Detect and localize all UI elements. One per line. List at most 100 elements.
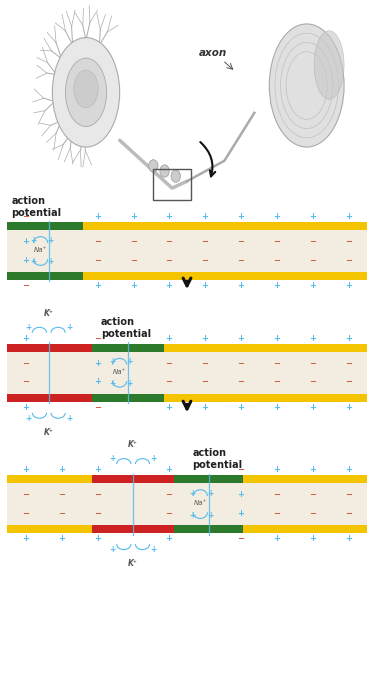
Text: +: + [58,534,65,543]
Text: +: + [22,403,29,412]
Text: +: + [237,212,244,221]
Text: −: − [273,490,280,499]
Bar [174,475,243,483]
Text: −: − [94,334,101,343]
Text: −: − [202,256,208,265]
Bar [7,231,367,272]
Text: +: + [309,403,316,412]
Text: +: + [345,465,352,474]
Text: +: + [207,510,214,520]
Text: −: − [22,509,29,518]
Text: −: − [130,237,137,246]
Bar [243,475,367,483]
Text: −: − [309,237,316,246]
Text: K⁺: K⁺ [128,440,138,449]
Text: +: + [202,281,208,290]
Text: +: + [166,212,172,221]
Text: −: − [309,378,316,386]
Text: +: + [109,357,115,367]
Text: +: + [66,323,73,332]
Text: −: − [237,465,244,474]
Text: +: + [309,534,316,543]
Text: −: − [273,359,280,368]
Text: −: − [166,509,172,518]
Text: +: + [22,334,29,343]
Ellipse shape [269,24,344,147]
Text: +: + [273,465,280,474]
Text: −: − [345,237,352,246]
Text: −: − [237,534,244,543]
Text: K⁺: K⁺ [128,560,138,568]
Text: +: + [237,334,244,343]
Text: +: + [237,509,244,518]
Text: −: − [166,490,172,499]
Ellipse shape [160,165,169,177]
Text: +: + [345,281,352,290]
Text: −: − [237,378,244,386]
Text: +: + [126,357,133,367]
Bar [92,343,164,352]
Ellipse shape [74,70,98,107]
Text: −: − [273,509,280,518]
Text: Na⁺: Na⁺ [113,369,126,375]
Bar [83,222,367,230]
Text: +: + [273,281,280,290]
Bar [83,272,367,280]
Text: +: + [126,379,133,389]
Text: +: + [166,334,172,343]
Text: +: + [202,334,208,343]
Text: −: − [94,237,101,246]
Text: −: − [202,359,208,368]
Text: +: + [345,534,352,543]
Ellipse shape [148,160,158,172]
Text: +: + [151,545,157,554]
Text: +: + [66,414,73,423]
Text: −: − [22,490,29,499]
Text: +: + [130,281,137,290]
Text: +: + [166,465,172,474]
Text: +: + [47,235,54,245]
Bar [153,169,191,200]
Text: +: + [202,212,208,221]
Text: action
potential: action potential [11,196,61,218]
Bar [164,343,367,352]
Text: −: − [94,403,101,412]
Text: +: + [309,212,316,221]
Text: +: + [94,281,101,290]
Text: +: + [25,414,31,423]
Text: +: + [345,334,352,343]
Text: +: + [22,465,29,474]
Bar [7,222,83,230]
Text: +: + [151,454,157,463]
Text: K⁺: K⁺ [44,308,54,317]
Text: +: + [166,281,172,290]
Bar [92,525,174,534]
Text: −: − [94,490,101,499]
Text: +: + [30,257,36,267]
Bar [7,343,92,352]
Text: −: − [58,490,65,499]
Text: +: + [94,378,101,386]
Text: −: − [273,237,280,246]
Bar [7,483,367,525]
Text: −: − [58,509,65,518]
Text: −: − [309,509,316,518]
Ellipse shape [65,58,107,127]
Text: −: − [309,359,316,368]
Text: +: + [237,490,244,499]
Text: −: − [94,256,101,265]
Text: +: + [202,403,208,412]
Text: −: − [237,256,244,265]
Text: Na⁺: Na⁺ [34,248,47,253]
Text: +: + [207,488,214,498]
Text: −: − [202,378,208,386]
Text: −: − [166,237,172,246]
Text: −: − [345,256,352,265]
Text: −: − [273,256,280,265]
Text: +: + [22,534,29,543]
Text: +: + [47,257,54,267]
Bar [7,272,83,280]
Text: −: − [22,281,29,290]
Bar [7,525,92,534]
Bar [243,525,367,534]
